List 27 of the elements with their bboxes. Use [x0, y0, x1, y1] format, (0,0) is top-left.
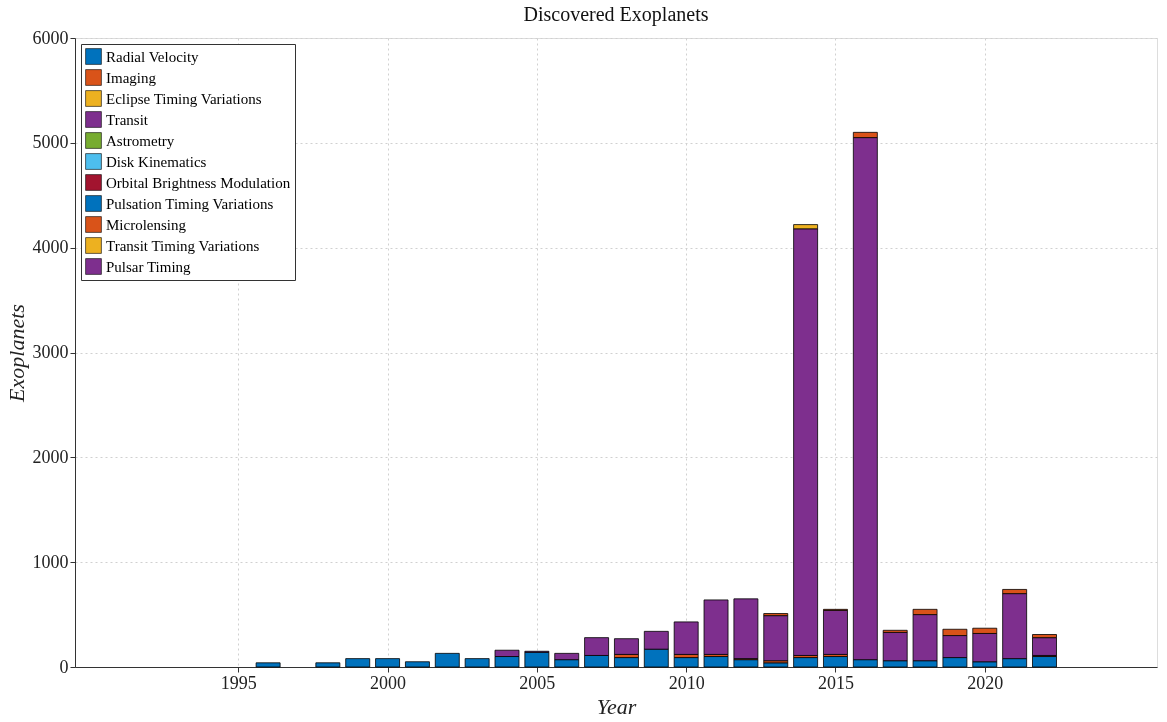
x-tick-label: 2010 — [668, 672, 705, 693]
x-tick-label: 2005 — [519, 672, 556, 693]
x-tick-label: 2000 — [370, 672, 407, 693]
y-tick-label: 6000 — [32, 27, 69, 48]
legend-label: Pulsar Timing — [106, 258, 192, 275]
y-tick-label: 5000 — [32, 132, 69, 153]
x-axis-title: Year — [596, 693, 637, 719]
x-tick-label: 1995 — [220, 672, 257, 693]
y-tick-label: 0 — [59, 656, 69, 677]
legend-label: Radial Velocity — [106, 48, 200, 65]
y-tick-label: 1000 — [32, 551, 69, 572]
y-tick-label: 4000 — [32, 237, 69, 258]
y-tick-label: 2000 — [32, 446, 69, 467]
x-tick-label: 2020 — [967, 672, 1004, 693]
legend-label: Transit — [106, 111, 149, 128]
y-tick-label: 3000 — [32, 342, 69, 362]
y-axis-title: Exoplanets — [3, 304, 29, 403]
legend-label: Pulsation Timing Variations — [106, 195, 274, 212]
chart-title: Discovered Exoplanets — [523, 3, 709, 26]
legend-label: Imaging — [106, 69, 157, 86]
legend-label: Disk Kinematics — [106, 153, 207, 170]
legend-label: Eclipse Timing Variations — [106, 90, 262, 107]
legend-label: Astrometry — [106, 132, 175, 149]
x-tick-label: 2015 — [817, 672, 854, 693]
legend-label: Microlensing — [106, 216, 187, 233]
legend-label: Orbital Brightness Modulation — [106, 174, 291, 191]
legend-label: Transit Timing Variations — [106, 237, 260, 254]
